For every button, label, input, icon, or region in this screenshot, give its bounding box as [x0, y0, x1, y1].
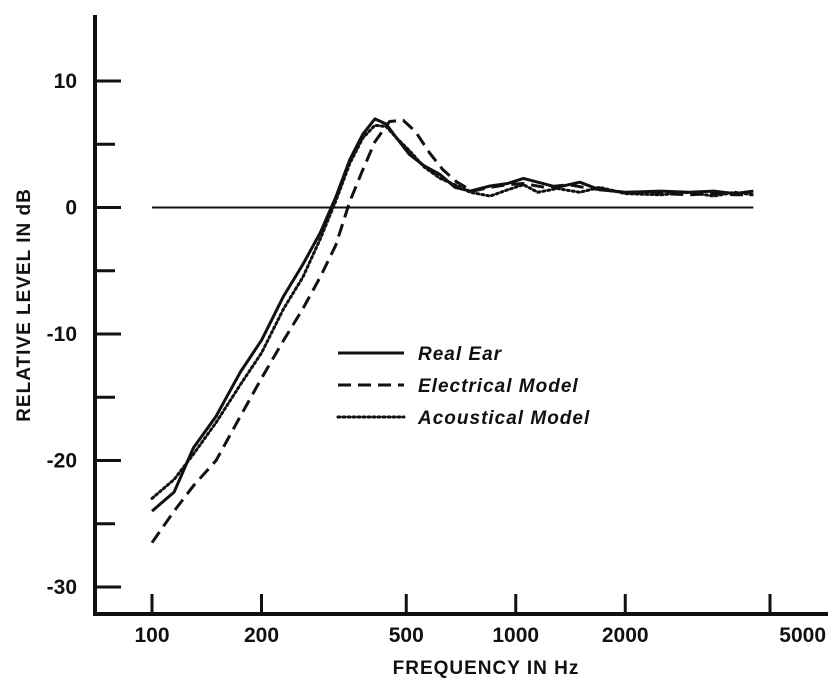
x-tick-label: 100	[134, 624, 169, 647]
axes-layer	[93, 15, 828, 616]
x-axis-title: FREQUENCY IN Hz	[393, 658, 580, 679]
legend: Real Ear Electrical Model Acoustical Model	[336, 344, 590, 429]
legend-label: Electrical Model	[418, 376, 579, 397]
x-tick-label: 200	[244, 624, 279, 647]
x-tick-label: 500	[389, 624, 424, 647]
y-axis-title: RELATIVE LEVEL IN dB	[14, 188, 35, 422]
y-tick-label: -20	[47, 450, 77, 473]
x-tick-label: 1000	[492, 624, 539, 647]
series-line-real-ear	[151, 117, 754, 513]
y-tick-label: -30	[47, 576, 77, 599]
legend-label: Real Ear	[418, 344, 503, 365]
x-tick-label: 2000	[602, 624, 649, 647]
titles-layer: FREQUENCY IN Hz RELATIVE LEVEL IN dB	[14, 188, 580, 679]
series-line-acoustical-model	[150, 123, 755, 500]
y-tick-label: -10	[47, 323, 77, 346]
x-tick-label: 5000	[779, 624, 826, 647]
y-tick-label: 10	[54, 70, 77, 93]
legend-label: Acoustical Model	[417, 408, 590, 429]
series-layer	[150, 117, 755, 544]
y-tick-label: 0	[65, 197, 77, 220]
